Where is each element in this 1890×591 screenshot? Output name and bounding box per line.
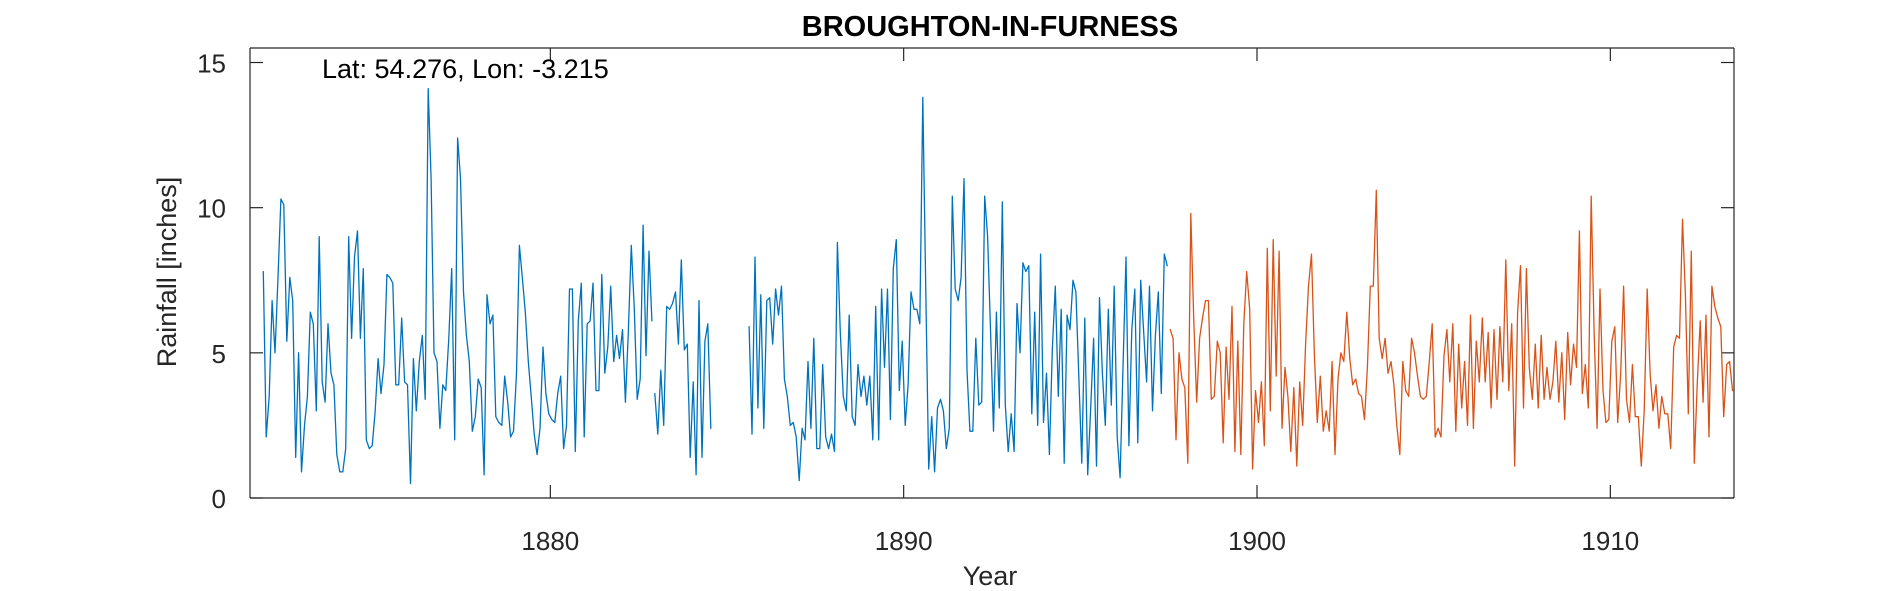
- x-tick-label: 1900: [1228, 526, 1286, 556]
- y-tick-label: 10: [197, 194, 226, 224]
- y-tick-label: 0: [212, 484, 226, 514]
- x-axis-label: Year: [963, 561, 1018, 591]
- series-1-line-segment: [654, 259, 712, 476]
- series-1-line-segment: [748, 96, 1168, 482]
- y-tick-label: 5: [212, 339, 226, 369]
- x-tick-label: 1910: [1581, 526, 1639, 556]
- chart-title: BROUGHTON-IN-FURNESS: [802, 11, 1178, 43]
- plot-frame: [249, 47, 1735, 499]
- x-tick-label: 1880: [521, 526, 579, 556]
- y-axis-label: Rainfall [inches]: [152, 177, 182, 368]
- series-2-line-segment: [1169, 189, 1734, 470]
- series-layer: [262, 87, 1734, 485]
- axis-ticks: 1880 1890 1900 1910 0 5 10 15: [197, 48, 1734, 556]
- y-tick-label: 15: [197, 49, 226, 79]
- series-1-line-segment: [262, 87, 653, 485]
- location-annotation: Lat: 54.276, Lon: -3.215: [322, 54, 609, 84]
- x-tick-label: 1890: [875, 526, 933, 556]
